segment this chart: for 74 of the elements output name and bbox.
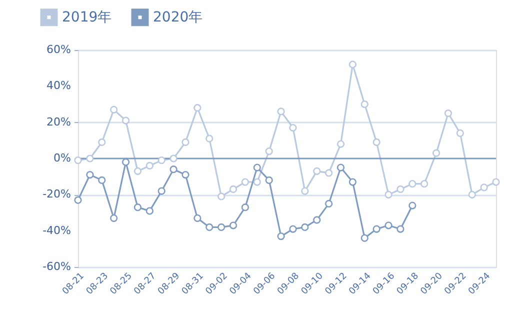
point: [265, 176, 273, 184]
point: [110, 106, 118, 114]
y-tick-label: -20%: [42, 188, 71, 201]
point: [110, 214, 118, 222]
point: [360, 100, 368, 108]
point: [372, 138, 380, 146]
point: [468, 190, 476, 198]
point: [313, 216, 321, 224]
y-tick-label: 60%: [46, 43, 71, 56]
point: [396, 225, 404, 233]
point: [360, 234, 368, 242]
point: [122, 158, 130, 166]
point: [146, 162, 154, 170]
point: [158, 187, 166, 195]
y-tick-label: 0%: [54, 152, 71, 164]
point: [384, 222, 392, 230]
point: [372, 225, 380, 233]
point: [313, 167, 321, 175]
point: [206, 134, 214, 142]
point: [194, 214, 202, 222]
point: [324, 200, 333, 208]
point: [122, 116, 130, 124]
point: [265, 147, 273, 156]
point: [384, 190, 392, 198]
point: [480, 184, 488, 192]
point: [253, 178, 261, 186]
point: [158, 156, 166, 164]
point: [170, 166, 178, 174]
point: [492, 178, 500, 186]
y-tick-label: -60%: [42, 260, 71, 273]
point: [420, 180, 428, 188]
point: [229, 222, 238, 230]
point: [289, 225, 297, 233]
point: [182, 170, 190, 179]
point: [86, 154, 94, 162]
point: [432, 149, 440, 157]
point: [301, 187, 309, 195]
point: [146, 207, 154, 215]
point: [253, 164, 261, 172]
point: [218, 223, 226, 232]
point: [336, 140, 345, 148]
y-tick-label: 20%: [46, 115, 71, 128]
point: [229, 185, 238, 194]
point: [74, 156, 82, 164]
point: [324, 169, 333, 177]
point: [218, 192, 226, 200]
point: [134, 204, 142, 212]
legend-label: 2020年: [153, 9, 203, 26]
point: [456, 129, 464, 137]
point: [408, 202, 416, 210]
point: [170, 154, 178, 162]
legend-label: 2019年: [62, 9, 112, 26]
point: [301, 223, 309, 232]
point: [74, 196, 82, 204]
point: [444, 109, 452, 118]
point: [182, 138, 190, 146]
point: [277, 232, 285, 240]
point: [289, 124, 297, 132]
y-tick-label: -40%: [42, 224, 71, 237]
point: [348, 178, 356, 186]
y-tick-label: 40%: [46, 79, 71, 92]
point: [98, 138, 106, 146]
point: [396, 185, 404, 194]
point: [241, 178, 250, 186]
point: [206, 223, 214, 232]
point: [348, 60, 356, 68]
point: [277, 108, 285, 116]
point: [98, 176, 106, 184]
point: [408, 180, 416, 188]
point: [86, 170, 94, 179]
point: [241, 204, 250, 212]
point: [134, 167, 142, 175]
point: [194, 104, 202, 112]
point: [336, 164, 345, 172]
